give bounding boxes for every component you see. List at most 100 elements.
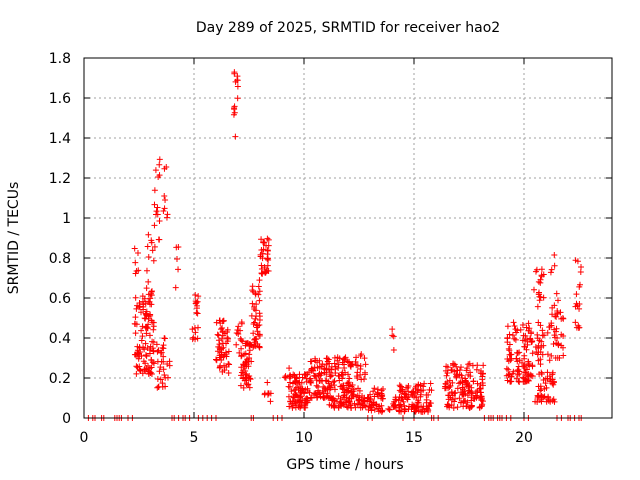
data-point [453,363,460,370]
data-point [296,371,303,378]
data-point [159,380,166,387]
data-point [362,361,369,368]
data-point [316,363,323,370]
data-point [232,133,239,140]
data-point [378,408,385,415]
data-point [133,305,140,312]
data-point [195,293,202,300]
data-point [345,387,352,394]
data-point [348,362,355,369]
data-point [453,372,460,379]
data-point [251,303,258,310]
data-point [478,397,485,404]
data-point [478,370,485,377]
data-point [378,392,385,399]
data-point [323,393,330,400]
data-point [555,340,562,347]
data-point [343,394,350,401]
data-point [225,370,232,377]
data-point [476,385,483,392]
data-point [545,397,552,404]
data-point [264,267,271,274]
data-point [149,338,156,345]
data-point [390,347,397,354]
data-point [243,380,250,387]
data-point [213,356,220,363]
data-point [548,352,555,359]
data-point [572,257,579,264]
data-point [370,388,377,395]
data-point [143,285,150,292]
y-tick-label: 1.2 [49,171,71,187]
data-point [420,403,427,410]
data-point [379,392,386,399]
data-point [235,323,242,330]
data-point [144,345,151,352]
data-point [162,383,169,390]
data-point [354,401,361,408]
data-point [301,402,308,409]
data-point [513,329,520,336]
data-point [158,358,165,365]
data-point [194,335,201,342]
data-point [386,406,393,413]
data-point [193,309,200,316]
data-point [534,303,541,310]
data-point [251,335,258,342]
data-point [524,338,531,345]
data-point [331,403,338,410]
data-point [465,403,472,410]
data-point [397,401,404,408]
data-point [162,374,169,381]
data-point [426,403,433,410]
data-point [132,321,139,328]
data-point [510,368,517,375]
data-point [527,371,534,378]
y-tick-label: 0 [62,411,71,427]
data-point [446,384,453,391]
data-point [551,252,558,259]
data-point [551,262,558,269]
data-point [231,109,238,116]
data-point [154,211,161,218]
data-point [525,327,532,334]
data-point [285,393,292,400]
data-point [528,339,535,346]
data-point [140,301,147,308]
data-point [248,358,255,365]
data-point [256,343,263,350]
data-point [256,317,263,324]
data-point [248,342,255,349]
data-point [155,236,162,243]
data-point [417,393,424,400]
data-point [224,334,231,341]
data-point [371,406,378,413]
data-point [415,399,422,406]
data-point [323,355,330,362]
data-point [243,371,250,378]
data-point [215,343,222,350]
data-point [354,369,361,376]
data-point [335,404,342,411]
data-point [216,364,223,371]
data-point [145,278,152,285]
data-point [468,384,475,391]
data-point [156,161,163,168]
data-points [85,69,585,421]
data-point [189,326,196,333]
data-point [516,368,523,375]
data-point [164,211,171,218]
data-point [141,295,148,302]
data-point [537,294,544,301]
data-point [448,366,455,373]
data-point [446,377,453,384]
data-point [145,368,152,375]
data-point [242,340,249,347]
data-point [225,335,232,342]
data-point [150,360,157,367]
data-point [371,385,378,392]
data-point [470,378,477,385]
data-point [157,349,164,356]
data-point [340,382,347,389]
